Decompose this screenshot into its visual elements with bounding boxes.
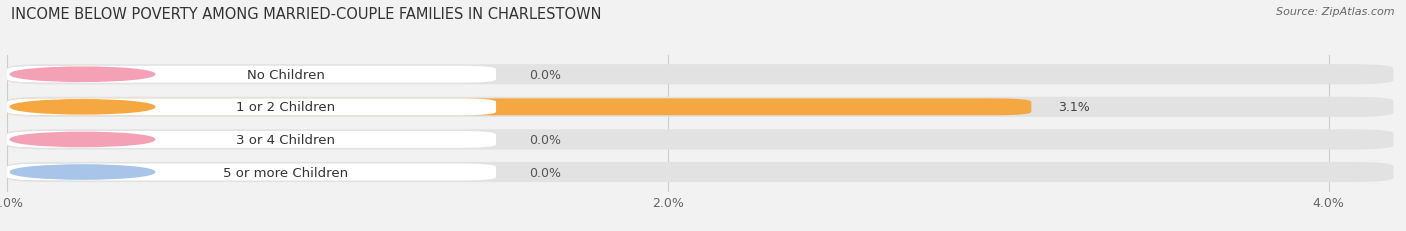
FancyBboxPatch shape	[7, 67, 100, 83]
FancyBboxPatch shape	[7, 99, 496, 116]
FancyBboxPatch shape	[7, 162, 1393, 182]
Circle shape	[10, 100, 155, 114]
Text: 3 or 4 Children: 3 or 4 Children	[236, 133, 335, 146]
FancyBboxPatch shape	[7, 130, 1393, 150]
Text: 0.0%: 0.0%	[529, 166, 561, 179]
Text: No Children: No Children	[247, 68, 325, 81]
Circle shape	[10, 133, 155, 147]
Text: INCOME BELOW POVERTY AMONG MARRIED-COUPLE FAMILIES IN CHARLESTOWN: INCOME BELOW POVERTY AMONG MARRIED-COUPL…	[11, 7, 602, 22]
Text: 5 or more Children: 5 or more Children	[224, 166, 349, 179]
Circle shape	[10, 165, 155, 179]
FancyBboxPatch shape	[7, 99, 1032, 116]
FancyBboxPatch shape	[7, 97, 1393, 117]
Circle shape	[10, 68, 155, 82]
Text: 1 or 2 Children: 1 or 2 Children	[236, 101, 335, 114]
Text: Source: ZipAtlas.com: Source: ZipAtlas.com	[1277, 7, 1395, 17]
Text: 0.0%: 0.0%	[529, 68, 561, 81]
FancyBboxPatch shape	[7, 164, 100, 181]
FancyBboxPatch shape	[7, 164, 496, 181]
Text: 0.0%: 0.0%	[529, 133, 561, 146]
FancyBboxPatch shape	[7, 131, 100, 148]
FancyBboxPatch shape	[7, 65, 1393, 85]
Text: 3.1%: 3.1%	[1057, 101, 1090, 114]
FancyBboxPatch shape	[7, 67, 496, 83]
FancyBboxPatch shape	[7, 131, 496, 148]
